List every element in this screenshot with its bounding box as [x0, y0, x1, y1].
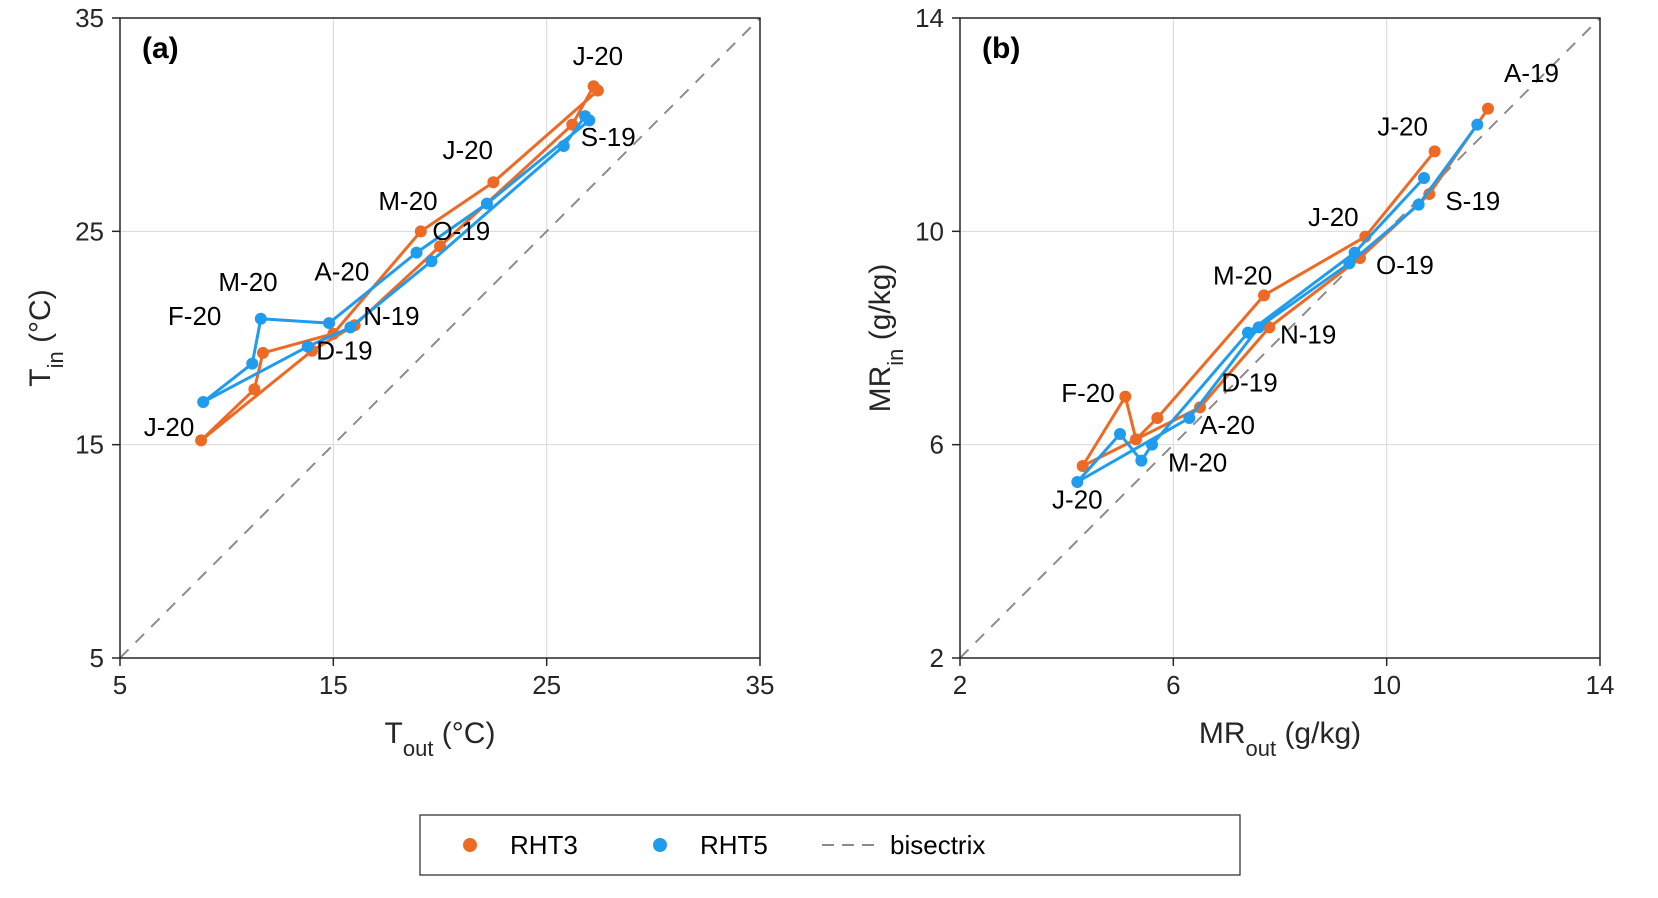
- legend-marker-icon: [463, 838, 477, 852]
- series-marker-RHT5: [1471, 119, 1483, 131]
- xtick-label: 14: [1586, 670, 1615, 700]
- point-label: D-19: [1221, 367, 1277, 397]
- xtick-label: 5: [113, 670, 127, 700]
- point-label: A-20: [1200, 410, 1255, 440]
- series-line-RHT3: [1083, 109, 1488, 466]
- point-label: F-20: [168, 301, 221, 331]
- panel-label: (a): [142, 32, 179, 65]
- xtick-label: 35: [746, 670, 775, 700]
- point-label: A-19: [1504, 58, 1559, 88]
- point-label: S-19: [1445, 186, 1500, 216]
- legend-label: RHT3: [510, 830, 578, 860]
- y-axis-label: MRin (g/kg): [864, 264, 908, 413]
- point-label: J-20: [144, 412, 195, 442]
- series-marker-RHT5: [1343, 257, 1355, 269]
- panel-a: J-20A-19S-19J-20M-20O-19A-20M-20N-19F-20…: [24, 3, 774, 761]
- point-label: A-20: [314, 256, 369, 286]
- point-label: J-20: [1308, 202, 1359, 232]
- y-axis-label: Tin (°C): [24, 289, 68, 386]
- series-marker-RHT3: [1482, 103, 1494, 115]
- ytick-label: 10: [915, 216, 944, 246]
- series-marker-RHT5: [344, 321, 356, 333]
- series-line-RHT3: [201, 86, 598, 440]
- xtick-label: 15: [319, 670, 348, 700]
- ytick-label: 6: [930, 430, 944, 460]
- series-marker-RHT5: [197, 396, 209, 408]
- series-marker-RHT5: [1242, 327, 1254, 339]
- series-marker-RHT3: [195, 434, 207, 446]
- point-label: M-20: [1168, 447, 1227, 477]
- point-label: O-19: [1376, 250, 1434, 280]
- series-marker-RHT5: [1413, 199, 1425, 211]
- series-marker-RHT5: [1114, 428, 1126, 440]
- series-marker-RHT5: [1183, 412, 1195, 424]
- point-label: F-20: [1061, 378, 1114, 408]
- ytick-label: 14: [915, 3, 944, 33]
- bisectrix-line: [120, 18, 760, 658]
- series-marker-RHT5: [255, 313, 267, 325]
- series-marker-RHT5: [425, 255, 437, 267]
- ytick-label: 15: [75, 430, 104, 460]
- point-label: D-19: [316, 335, 372, 365]
- point-label: M-20: [378, 186, 437, 216]
- x-axis-label: MRout (g/kg): [1199, 717, 1361, 761]
- series-marker-RHT5: [1349, 247, 1361, 259]
- series-marker-RHT3: [1429, 145, 1441, 157]
- ytick-label: 35: [75, 3, 104, 33]
- series-marker-RHT3: [1258, 289, 1270, 301]
- series-marker-RHT3: [1130, 433, 1142, 445]
- panel-label: (b): [982, 32, 1020, 65]
- ytick-label: 25: [75, 216, 104, 246]
- legend-label: bisectrix: [890, 830, 985, 860]
- point-label: O-19: [432, 216, 490, 246]
- series-line-RHT5: [1077, 125, 1477, 482]
- series-marker-RHT3: [1119, 391, 1131, 403]
- xtick-label: 10: [1372, 670, 1401, 700]
- point-label: M-20: [218, 267, 277, 297]
- point-label: N-19: [1280, 319, 1336, 349]
- series-marker-RHT3: [248, 383, 260, 395]
- series-marker-RHT3: [415, 225, 427, 237]
- point-label: N-19: [363, 301, 419, 331]
- xtick-label: 6: [1166, 670, 1180, 700]
- series-marker-RHT5: [411, 247, 423, 259]
- point-label: S-19: [581, 122, 636, 152]
- x-axis-label: Tout (°C): [385, 717, 496, 761]
- series-marker-RHT5: [1253, 321, 1265, 333]
- series-marker-RHT3: [1151, 412, 1163, 424]
- series-marker-RHT5: [558, 140, 570, 152]
- point-label: J-20: [1377, 111, 1428, 141]
- point-label: J-20: [1052, 485, 1103, 515]
- series-marker-RHT3: [257, 347, 269, 359]
- legend-label: RHT5: [700, 830, 768, 860]
- series-marker-RHT5: [1146, 439, 1158, 451]
- series-marker-RHT5: [1135, 455, 1147, 467]
- series-marker-RHT5: [1418, 172, 1430, 184]
- xtick-label: 25: [532, 670, 561, 700]
- xtick-label: 2: [953, 670, 967, 700]
- series-marker-RHT5: [481, 198, 493, 210]
- ytick-label: 5: [90, 643, 104, 673]
- series-marker-RHT5: [246, 358, 258, 370]
- point-label: J-20: [442, 135, 493, 165]
- point-label: M-20: [1213, 261, 1272, 291]
- series-marker-RHT3: [487, 176, 499, 188]
- panel-b: A-19 J-20 S-19 J-20 O-19 M-20 N-19D-19 F-20 A-20…: [864, 3, 1614, 761]
- legend-marker-icon: [653, 838, 667, 852]
- ytick-label: 2: [930, 643, 944, 673]
- legend: RHT3 RHT5 bisectrix: [420, 815, 1240, 875]
- series-marker-RHT5: [302, 341, 314, 353]
- series-marker-RHT5: [323, 317, 335, 329]
